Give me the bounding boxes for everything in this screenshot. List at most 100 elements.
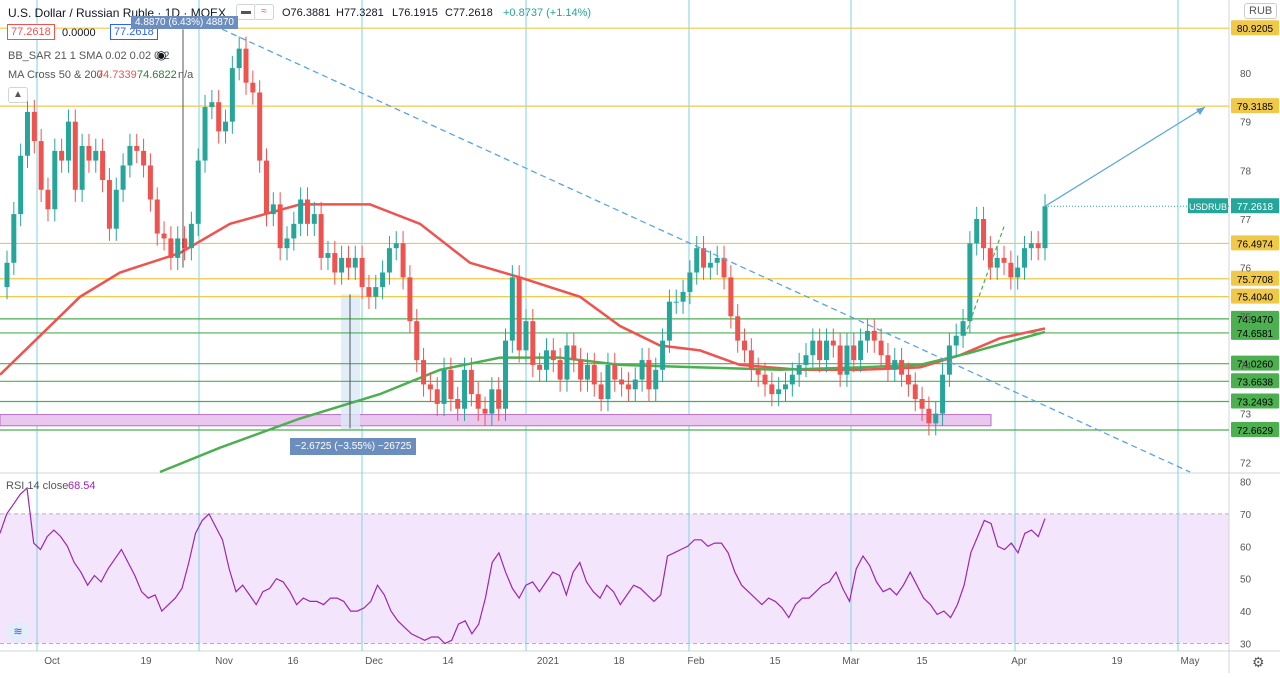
candle-body <box>967 243 973 322</box>
candle-body <box>31 111 37 142</box>
candle-body <box>1008 262 1014 278</box>
candle-body <box>591 364 597 385</box>
candle-body <box>666 301 672 341</box>
settings-gear-icon[interactable]: ⚙ <box>1252 654 1265 670</box>
candle-body <box>79 145 85 190</box>
candle-body <box>844 345 850 375</box>
candle-body <box>482 408 488 414</box>
last-price-label: 77.2618 <box>1237 202 1274 213</box>
indicator-ma-cross: MA Cross 50 & 200 <box>8 69 103 81</box>
candle-body <box>584 364 590 380</box>
candle-body <box>509 277 515 341</box>
candle-body <box>175 238 181 258</box>
candle-body <box>701 248 707 268</box>
candle-body <box>339 257 345 273</box>
eye-icon[interactable]: ◉ <box>156 48 167 62</box>
candle-body <box>311 214 317 224</box>
candle-body <box>380 272 386 288</box>
candle-body <box>817 340 823 361</box>
candle-body <box>899 360 905 375</box>
candle-body <box>905 374 911 385</box>
collapse-arrow-icon[interactable]: ▲ <box>8 87 28 103</box>
wave-icon[interactable]: ≈ <box>254 4 274 20</box>
candle-body <box>578 360 584 380</box>
candle-body <box>38 141 44 190</box>
candle-body <box>837 345 843 375</box>
candle-body <box>694 248 700 273</box>
measure-top-label: 4.8870 (6.43%) 48870 <box>131 16 238 29</box>
projection-arrowhead <box>1196 107 1205 116</box>
candle-body <box>106 180 112 229</box>
candle-body <box>742 340 748 351</box>
tradingview-logo[interactable]: ≋ <box>6 622 30 642</box>
candle-body <box>605 364 611 400</box>
level-label: 72.6629 <box>1237 426 1274 437</box>
candle-body <box>11 214 17 263</box>
level-label-bg <box>1231 98 1279 114</box>
last-price-bg <box>1231 198 1279 214</box>
candle-body <box>707 262 713 268</box>
price-tick: 74 <box>1240 361 1252 372</box>
price-tick: 80 <box>1240 69 1252 80</box>
candle-body <box>639 360 645 380</box>
rsi-tick: 50 <box>1240 575 1252 586</box>
candle-body <box>728 277 734 317</box>
candle-body <box>182 238 188 249</box>
ma-value-2: 74.6822 <box>137 69 177 81</box>
time-tick: Dec <box>365 656 383 667</box>
candle-body <box>632 379 638 390</box>
candle-body <box>154 199 160 234</box>
collapse-legend-icon[interactable]: ▬ <box>236 4 256 20</box>
candle-body <box>400 243 406 278</box>
support-zone <box>0 414 992 427</box>
candle-body <box>147 165 153 200</box>
candle-body <box>195 160 201 224</box>
candle-body <box>257 92 263 161</box>
rsi-tick: 60 <box>1240 542 1252 553</box>
candle-body <box>619 379 625 385</box>
symbol-tag-bg <box>1188 198 1228 214</box>
candle-body <box>318 214 324 258</box>
time-tick: 2021 <box>537 656 560 667</box>
ohlc-close: C77.2618 <box>445 7 493 19</box>
candle-body <box>748 350 754 370</box>
candle-body <box>209 102 215 108</box>
candle-body <box>386 248 392 273</box>
candle-body <box>45 189 51 210</box>
candle-body <box>994 257 1000 268</box>
candle-body <box>496 389 502 409</box>
candle-body <box>168 238 174 258</box>
candle-body <box>202 107 208 161</box>
candle-body <box>448 369 454 400</box>
time-tick: May <box>1181 656 1200 667</box>
level-label-bg <box>1231 355 1279 371</box>
candle-body <box>127 145 133 166</box>
candle-body <box>721 257 727 278</box>
candle-body <box>188 223 194 249</box>
sell-price-box[interactable]: 77.2618 <box>7 24 55 40</box>
level-label-bg <box>1231 373 1279 389</box>
candle-body <box>550 350 556 361</box>
level-label: 74.0260 <box>1237 360 1274 371</box>
candle-body <box>236 48 242 69</box>
candle-body <box>284 238 290 249</box>
price-tick: 79 <box>1240 118 1252 129</box>
time-tick: 19 <box>1111 656 1123 667</box>
candle-body <box>1035 243 1041 249</box>
currency-badge[interactable]: RUB <box>1244 3 1278 19</box>
candle-body <box>878 340 884 356</box>
level-label-bg <box>1231 235 1279 251</box>
indicator-bb-sar: BB_SAR 21 1 SMA 0.02 0.02 0.2 <box>8 50 170 62</box>
rsi-tick: 30 <box>1240 640 1252 651</box>
candle-body <box>516 277 522 351</box>
candle-body <box>455 399 461 409</box>
candle-body <box>359 257 365 288</box>
level-label: 74.9470 <box>1237 315 1274 326</box>
candle-body <box>161 233 167 239</box>
level-label-bg <box>1231 310 1279 326</box>
time-tick: Oct <box>44 656 60 667</box>
candle-body <box>373 287 379 297</box>
candle-body <box>714 257 720 263</box>
candle-body <box>858 340 864 361</box>
